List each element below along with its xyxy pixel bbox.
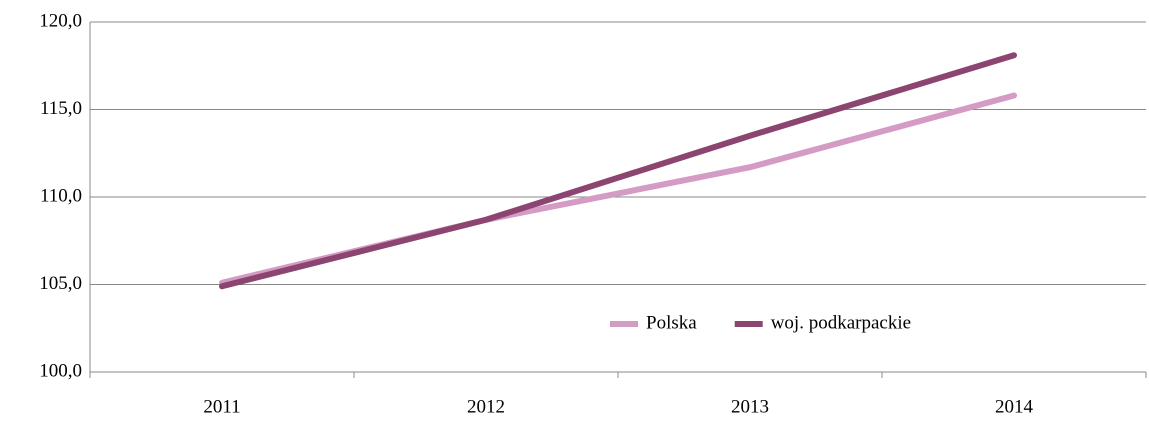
x-tick-label: 2014	[995, 396, 1034, 417]
y-tick-label: 115,0	[40, 98, 82, 119]
x-tick-label: 2013	[731, 396, 769, 417]
series-line	[219, 52, 1017, 290]
legend-label: woj. podkarpackie	[771, 312, 911, 333]
x-tick-label: 2011	[203, 396, 240, 417]
y-tick-label: 110,0	[40, 185, 82, 206]
y-tick-label: 105,0	[39, 273, 82, 294]
y-tick-label: 120,0	[39, 10, 82, 31]
y-tick-label: 100,0	[39, 360, 82, 381]
legend-label: Polska	[646, 312, 697, 333]
x-tick-label: 2012	[467, 396, 505, 417]
